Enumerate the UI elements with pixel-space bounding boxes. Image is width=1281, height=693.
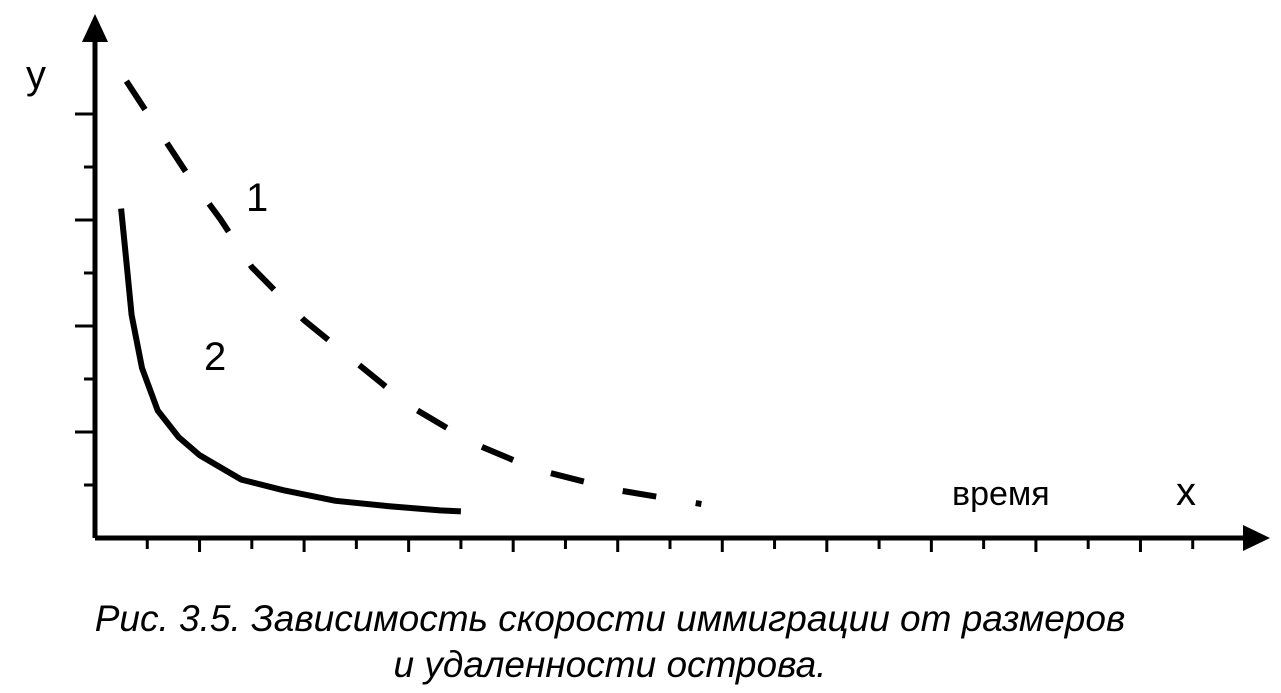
x-axis-label: x [1176, 470, 1196, 514]
figure-caption-line-2: и удаленности острова. [393, 644, 827, 685]
figure-caption-line-1: Рис. 3.5. Зависимость скорости иммиграци… [94, 598, 1126, 639]
series-1-label: 1 [246, 176, 268, 220]
ticks [75, 112, 1195, 552]
x-axis-arrow [1243, 525, 1270, 551]
y-axis-label: y [26, 53, 46, 97]
series-2-label: 2 [204, 335, 226, 379]
chart-canvas: y x время 1 2 [26, 14, 1270, 552]
y-axis-arrow [82, 14, 108, 42]
series-group [118, 79, 702, 515]
series-line-1 [123, 79, 702, 507]
axes [82, 14, 1270, 551]
x-axis-note: время [952, 475, 1050, 513]
series-line-2 [118, 208, 462, 515]
